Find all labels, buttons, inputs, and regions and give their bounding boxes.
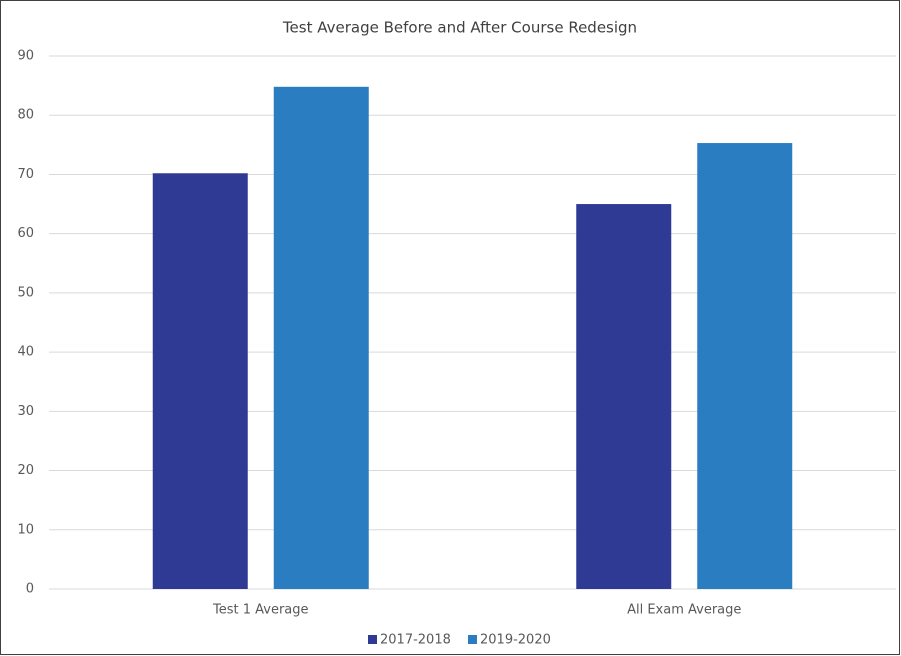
y-tick-label: 40 <box>17 345 34 360</box>
bar <box>576 204 672 590</box>
bar <box>152 173 248 589</box>
y-tick-label: 20 <box>17 463 34 478</box>
legend-swatch <box>468 635 477 644</box>
legend-label: 2017-2018 <box>380 633 451 648</box>
chart-title: Test Average Before and After Course Red… <box>282 19 637 37</box>
bar <box>697 143 793 589</box>
y-tick-label: 10 <box>17 522 34 537</box>
y-tick-label: 70 <box>17 167 34 182</box>
x-tick-label: All Exam Average <box>627 603 741 618</box>
legend-swatch <box>368 635 377 644</box>
y-tick-label: 30 <box>17 404 34 419</box>
y-tick-label: 0 <box>26 582 34 597</box>
y-tick-label: 50 <box>17 285 34 300</box>
legend-label: 2019-2020 <box>480 633 551 648</box>
y-tick-label: 60 <box>17 226 34 241</box>
y-tick-label: 90 <box>17 49 34 64</box>
y-tick-label: 80 <box>17 108 34 123</box>
x-tick-label: Test 1 Average <box>212 603 309 618</box>
bar <box>273 86 369 589</box>
